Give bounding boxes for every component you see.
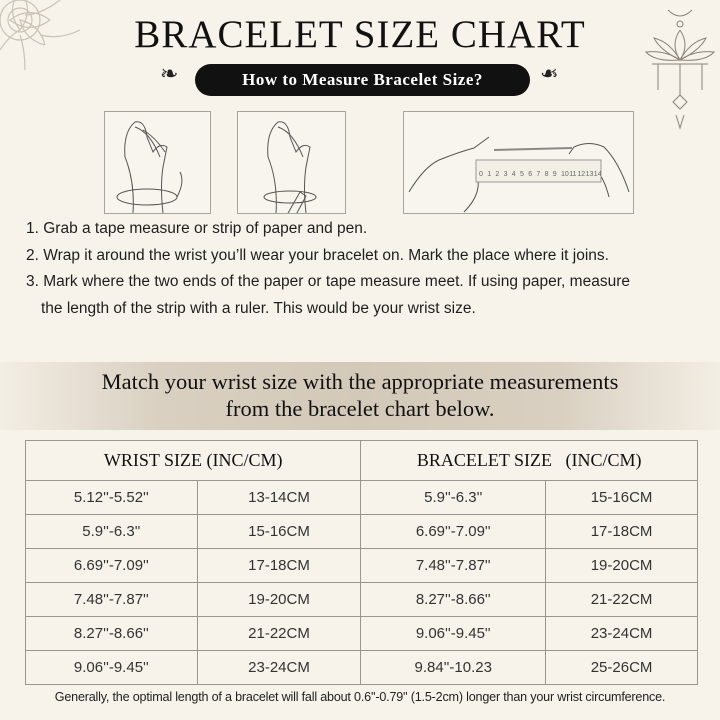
cell-bracelet-cm: 19-20CM: [545, 548, 698, 583]
illustration-ruler-measure: 0 1 2 3 4 5 6 7 8 9 10 11 12 13 14: [403, 111, 634, 214]
table-row: 7.48''-7.87'' 19-20CM 8.27''-8.66'' 21-22CM: [25, 582, 698, 617]
ruler-tick-label: 7: [536, 171, 540, 178]
ruler-tick-label: 14: [594, 171, 601, 178]
cell-wrist-cm: 13-14CM: [196, 480, 362, 515]
size-chart-table: WRIST SIZE (INC/CM) BRACELET SIZE (INC/C…: [24, 440, 698, 685]
cell-wrist-cm: 15-16CM: [196, 514, 362, 549]
illustration-wrist-mark: [237, 111, 346, 227]
cell-wrist-inch: 9.06''-9.45'': [25, 650, 198, 685]
header-bracelet-size: BRACELET SIZE (INC/CM): [360, 440, 698, 481]
ruler-tick-label: 2: [495, 171, 499, 178]
cell-bracelet-cm: 15-16CM: [545, 480, 698, 515]
hand-wrap-icon: [116, 121, 183, 214]
match-banner: [0, 362, 720, 430]
table-row: 6.69''-7.09'' 17-18CM 7.48''-7.87'' 19-20CM: [25, 548, 698, 583]
cell-bracelet-inch: 7.48''-7.87'': [360, 548, 547, 583]
ruler-tick-label: 12: [577, 171, 585, 178]
table-row: 9.06''-9.45'' 23-24CM 9.84''-10.23 25-26CM: [25, 650, 698, 685]
ruler-tick-label: 11: [569, 171, 576, 178]
ruler-icon: [408, 136, 630, 213]
cell-bracelet-cm: 25-26CM: [545, 650, 698, 685]
table-header-row: WRIST SIZE (INC/CM) BRACELET SIZE (INC/C…: [24, 440, 698, 481]
instruction-step-3-cont: the length of the strip with a ruler. Th…: [41, 300, 476, 317]
table-row: 8.27''-8.66'' 21-22CM 9.06''-9.45'' 23-24CM: [25, 616, 698, 651]
ruler-tick-label: 8: [545, 171, 549, 178]
ornament-left-icon: ❧: [160, 62, 179, 87]
ruler-labels: 0 1 2 3 4 5 6 7 8 9 10 11 12 13 14: [479, 171, 601, 178]
ruler-tick-label: 13: [586, 171, 594, 178]
mandala-decoration-icon: [0, 0, 81, 71]
cell-wrist-inch: 7.48''-7.87'': [25, 582, 198, 617]
how-to-measure-banner: How to Measure Bracelet Size?: [195, 64, 530, 96]
cell-wrist-cm: 21-22CM: [196, 616, 362, 651]
cell-wrist-inch: 5.9''-6.3'': [25, 514, 198, 549]
ruler-tick-label: 3: [504, 171, 508, 178]
ruler-tick-label: 9: [553, 171, 557, 178]
cell-wrist-cm: 17-18CM: [196, 548, 362, 583]
illustration-wrist-tape: [104, 111, 211, 214]
ruler-tick-label: 1: [487, 171, 491, 178]
cell-wrist-inch: 6.69''-7.09'': [25, 548, 198, 583]
table-row: 5.12''-5.52'' 13-14CM 5.9''-6.3'' 15-16CM: [25, 480, 698, 515]
header-wrist-size: WRIST SIZE (INC/CM): [24, 440, 362, 481]
table-row: 5.9''-6.3'' 15-16CM 6.69''-7.09'' 17-18CM: [25, 514, 698, 549]
footer-note: Generally, the optimal length of a brace…: [54, 690, 666, 704]
cell-wrist-cm: 19-20CM: [196, 582, 362, 617]
cell-wrist-inch: 5.12''-5.52'': [25, 480, 198, 515]
banner-line-2: from the bracelet chart below.: [225, 396, 495, 421]
ruler-tick-label: 6: [528, 171, 532, 178]
cell-bracelet-cm: 21-22CM: [545, 582, 698, 617]
cell-bracelet-inch: 9.06''-9.45'': [360, 616, 547, 651]
ruler-tick-label: 0: [479, 171, 483, 178]
ruler-tick-label: 5: [520, 171, 524, 178]
instruction-step-3: 3. Mark where the two ends of the paper …: [26, 273, 630, 290]
cell-bracelet-inch: 5.9''-6.3'': [360, 480, 547, 515]
banner-line-1: Match your wrist size with the appropria…: [101, 369, 619, 394]
instruction-step-2: 2. Wrap it around the wrist you’ll wear …: [26, 247, 609, 264]
cell-bracelet-inch: 6.69''-7.09'': [360, 514, 547, 549]
ornament-right-icon: ❧: [540, 62, 559, 87]
cell-bracelet-cm: 17-18CM: [545, 514, 698, 549]
hand-mark-icon: [263, 121, 317, 227]
lotus-decoration-icon: [644, 9, 716, 130]
cell-bracelet-inch: 9.84''-10.23: [360, 650, 547, 685]
page-title: BRACELET SIZE CHART: [134, 13, 586, 56]
instruction-step-1: 1. Grab a tape measure or strip of paper…: [26, 220, 368, 237]
cell-bracelet-inch: 8.27''-8.66'': [360, 582, 547, 617]
ruler-tick-label: 4: [512, 171, 516, 178]
cell-wrist-inch: 8.27''-8.66'': [25, 616, 198, 651]
ruler-tick-label: 10: [561, 171, 569, 178]
cell-wrist-cm: 23-24CM: [196, 650, 362, 685]
cell-bracelet-cm: 23-24CM: [545, 616, 698, 651]
